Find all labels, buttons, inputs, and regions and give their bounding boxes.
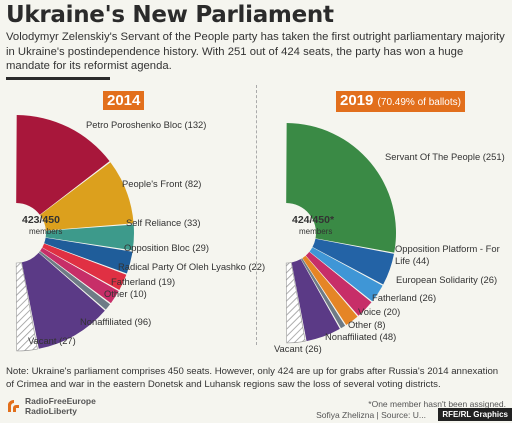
slice-nonaffiliated [291,259,340,342]
slice-other [38,251,111,310]
slice-label: Opposition Platform - For Life (44) [395,243,500,266]
slice-fatherland [305,251,372,316]
unassigned-note: *One member hasn't been assigned. [368,399,506,409]
slice-label: Self Reliance (33) [126,217,201,228]
slice-label: Other (10) [104,288,147,299]
page-subtitle: Volodymyr Zelenskiy's Servant of the Peo… [6,31,505,72]
slice-nonaffiliated [21,252,105,349]
slice-fatherland [40,247,119,304]
slice-label: Petro Poroshenko Bloc (132) [86,119,206,130]
center-sub-label: members [29,227,62,236]
slice-self-reliance [45,224,134,251]
slice-other [301,258,346,329]
rferl-logo-icon [8,399,19,412]
graphics-credit: RFE/RL Graphics [438,408,512,421]
chart-2019: Servant Of The People (251) Opposition Pl… [274,123,505,354]
slice-label: Nonaffiliated (48) [325,331,396,342]
slice-label: Vacant (27) [28,335,76,346]
slice-label: European Solidarity (26) [396,274,497,285]
byline: Sofiya Zhelizna | Source: U... [316,410,426,420]
slice-label: Servant Of The People (251) [385,151,505,162]
slice-label: Opposition Bloc (29) [124,242,209,253]
slice-european-solidarity [309,247,383,302]
chart-2014: Petro Poroshenko Bloc (132) People's Fron… [15,115,265,352]
center-label: 424/450* [292,214,335,226]
slice-petro-poroshenko-bloc [16,115,110,215]
slice-label: People's Front (82) [122,178,201,189]
footnote-text: Note: Ukraine's parliament comprises 450… [6,366,499,390]
center-sub-label: members [299,227,332,236]
year-badge-2014: 2014 [103,91,145,110]
year-label-2019: 2019 [340,92,374,109]
slice-people-s-front [40,162,134,231]
title-rule [6,77,110,80]
slice-radical-party-of-oleh-lyashko [42,243,127,290]
year-label-2014: 2014 [107,92,141,109]
slice-label: Nonaffiliated (96) [80,316,151,327]
slice-label: Radical Party Of Oleh Lyashko (22) [118,261,265,272]
slice-vacant [285,262,306,344]
chart-divider [256,85,257,345]
slice-label: Fatherland (19) [111,276,175,287]
year-badge-2019: 2019 (70.49% of ballots) [336,91,465,112]
logo-line-1: RadioFreeEurope [25,396,96,406]
center-label: 423/450 [22,214,60,226]
rferl-logo: RadioFreeEurope RadioLiberty [6,396,96,416]
ballot-share: (70.49% of ballots) [377,97,461,108]
slice-voice [302,255,358,326]
page-title: Ukraine's New Parliament [6,2,334,28]
slice-vacant [15,262,38,352]
slice-label: Vacant (26) [274,343,322,354]
logo-line-2: RadioLiberty [25,406,77,416]
slice-servant-of-the-people [286,123,396,253]
slice-label: Fatherland (26) [372,292,436,303]
slice-opposition-bloc [44,237,133,274]
slice-opposition-platform-for-life [312,238,394,285]
slice-label: Voice (20) [358,306,400,317]
slice-label: Other (8) [348,319,386,330]
